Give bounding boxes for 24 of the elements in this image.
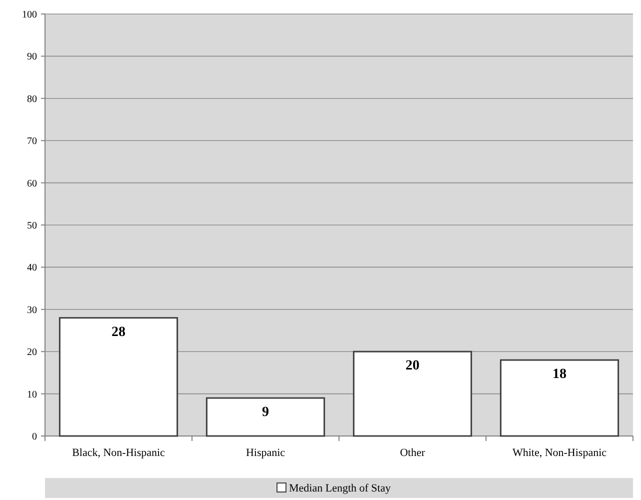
y-tick-label: 50 bbox=[27, 220, 37, 232]
y-tick-label: 100 bbox=[22, 10, 37, 20]
bar bbox=[206, 397, 326, 437]
bar bbox=[352, 350, 472, 437]
y-tick-label: 30 bbox=[27, 304, 37, 316]
y-tick-label: 10 bbox=[27, 389, 37, 400]
y-tick-label: 80 bbox=[27, 94, 37, 105]
x-tick-label: Other bbox=[400, 447, 426, 459]
y-tick-label: 0 bbox=[32, 432, 37, 442]
x-tick-label: Hispanic bbox=[246, 447, 286, 459]
y-tick-label: 70 bbox=[27, 136, 37, 148]
data-label: 20 bbox=[406, 358, 420, 374]
data-label: 28 bbox=[112, 324, 126, 340]
y-tick-label: 20 bbox=[27, 347, 37, 358]
x-tick-label: Black, Non-Hispanic bbox=[72, 447, 166, 459]
data-label: 9 bbox=[262, 405, 269, 420]
y-tick-label: 90 bbox=[27, 52, 37, 63]
x-tick-label: White, Non-Hispanic bbox=[512, 447, 607, 459]
bar bbox=[500, 359, 620, 437]
y-tick-label: 40 bbox=[27, 262, 37, 274]
legend-label: Median Length of Stay bbox=[289, 482, 392, 494]
y-tick-label: 60 bbox=[27, 178, 37, 190]
bar bbox=[58, 317, 178, 437]
data-label: 18 bbox=[552, 367, 566, 382]
